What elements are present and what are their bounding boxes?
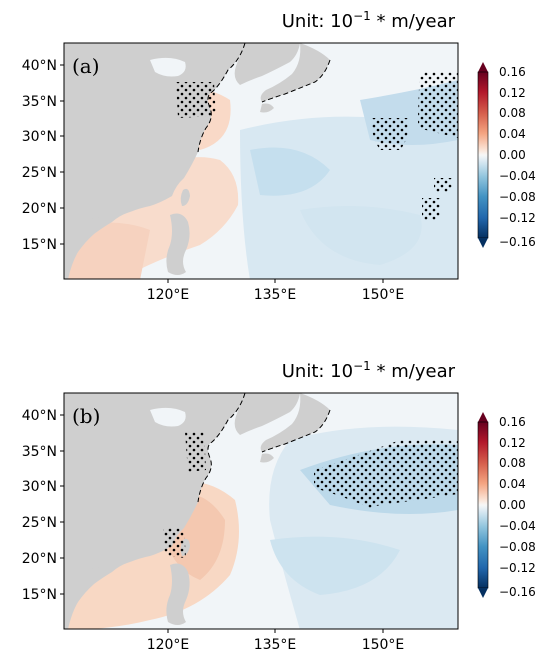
- lat-label: 35°N: [22, 94, 57, 110]
- significance-stipple: [185, 432, 206, 472]
- colorbar-tick: 0.04: [499, 477, 526, 491]
- lat-label: 25°N: [22, 515, 57, 531]
- korea-manchuria: [234, 43, 300, 85]
- colorbar-tick: −0.16: [499, 235, 536, 249]
- colorbar-tick: −0.04: [499, 169, 536, 183]
- coastline: [261, 409, 331, 453]
- colorbar-ticks: 0.16 0.12 0.08 0.04 0.00 −0.04 −0.08 −0.…: [499, 65, 536, 249]
- bohai-sea: [150, 57, 186, 77]
- lat-label: 15°N: [22, 237, 57, 253]
- colorbar-tick: 0.08: [499, 106, 526, 120]
- lon-label: 120°E: [147, 637, 190, 653]
- longitude-labels: 120°E 135°E 150°E: [147, 629, 405, 653]
- panel-b: Unit: 10−1 * m/year: [22, 359, 536, 653]
- hainan: [92, 557, 104, 569]
- significance-stipple: [371, 118, 409, 150]
- coastline: [261, 59, 331, 103]
- negative-anomaly-region: [250, 147, 330, 196]
- lat-label: 40°N: [22, 408, 57, 424]
- colorbar-tick: 0.16: [499, 65, 526, 79]
- colorbar-tick: −0.12: [499, 561, 536, 575]
- panel-a: Unit: 10−1 * m/year: [22, 9, 536, 303]
- lon-label: 150°E: [362, 637, 405, 653]
- colorbar-tick: 0.00: [499, 148, 526, 162]
- map-area: [64, 393, 458, 629]
- taiwan: [180, 188, 190, 206]
- negative-anomaly-region: [270, 536, 400, 595]
- significance-stipple: [176, 82, 216, 118]
- colorbar-tick: 0.00: [499, 498, 526, 512]
- colorbar-extend-top: [478, 412, 488, 422]
- colorbar-ticks: 0.16 0.12 0.08 0.04 0.00 −0.04 −0.08 −0.…: [499, 415, 536, 599]
- lat-label: 35°N: [22, 444, 57, 460]
- japan-kyushu: [260, 453, 274, 463]
- colorbar: 0.16 0.12 0.08 0.04 0.00 −0.04 −0.08 −0.…: [477, 62, 536, 249]
- colorbar-tick: −0.16: [499, 585, 536, 599]
- bohai-sea: [150, 407, 186, 427]
- latitude-labels: 40°N 35°N 30°N 25°N 20°N 15°N: [22, 58, 64, 253]
- colorbar-tick: 0.08: [499, 456, 526, 470]
- colorbar: 0.16 0.12 0.08 0.04 0.00 −0.04 −0.08 −0.…: [477, 412, 536, 599]
- colorbar-tick: −0.04: [499, 519, 536, 533]
- lat-label: 30°N: [22, 129, 57, 145]
- lat-label: 25°N: [22, 165, 57, 181]
- colorbar-tick: 0.12: [499, 436, 526, 450]
- colorbar-extend-bottom: [478, 588, 488, 598]
- hainan: [92, 207, 104, 219]
- significance-stipple: [418, 72, 458, 138]
- significance-stipple: [163, 528, 186, 558]
- map-frame: [63, 42, 459, 280]
- lat-label: 15°N: [22, 587, 57, 603]
- panel-letter: (a): [72, 54, 100, 78]
- panel-letter: (b): [72, 404, 100, 428]
- lon-label: 120°E: [147, 287, 190, 303]
- lat-label: 20°N: [22, 551, 57, 567]
- japan-kyushu: [260, 103, 274, 113]
- japan-honshu: [260, 393, 330, 452]
- colorbar-tick: −0.12: [499, 211, 536, 225]
- colorbar-tick: −0.08: [499, 540, 536, 554]
- lat-label: 30°N: [22, 479, 57, 495]
- lon-label: 135°E: [254, 637, 297, 653]
- colorbar-extend-bottom: [478, 238, 488, 248]
- unit-label: Unit: 10−1 * m/year: [282, 359, 456, 382]
- unit-label: Unit: 10−1 * m/year: [282, 9, 456, 32]
- coastline: [197, 393, 246, 503]
- lon-label: 150°E: [362, 287, 405, 303]
- lat-label: 20°N: [22, 201, 57, 217]
- japan-honshu: [260, 43, 330, 102]
- longitude-labels: 120°E 135°E 150°E: [147, 279, 405, 303]
- lat-label: 40°N: [22, 58, 57, 74]
- significance-stipple: [422, 198, 440, 220]
- colorbar-tick: 0.04: [499, 127, 526, 141]
- korea-manchuria: [234, 393, 300, 435]
- negative-anomaly-region: [300, 206, 422, 265]
- significance-stipple: [314, 440, 458, 508]
- latitude-labels: 40°N 35°N 30°N 25°N 20°N 15°N: [22, 408, 64, 603]
- colorbar-scale: [477, 421, 489, 589]
- colorbar-scale: [477, 71, 489, 239]
- philippines: [166, 213, 190, 275]
- significance-stipple: [434, 178, 452, 192]
- colorbar-tick: −0.08: [499, 190, 536, 204]
- philippines: [166, 563, 190, 625]
- lon-label: 135°E: [254, 287, 297, 303]
- map-area: [64, 43, 458, 279]
- map-frame: [63, 392, 459, 630]
- colorbar-tick: 0.12: [499, 86, 526, 100]
- colorbar-tick: 0.16: [499, 415, 526, 429]
- colorbar-extend-top: [478, 62, 488, 72]
- coastline: [197, 43, 246, 153]
